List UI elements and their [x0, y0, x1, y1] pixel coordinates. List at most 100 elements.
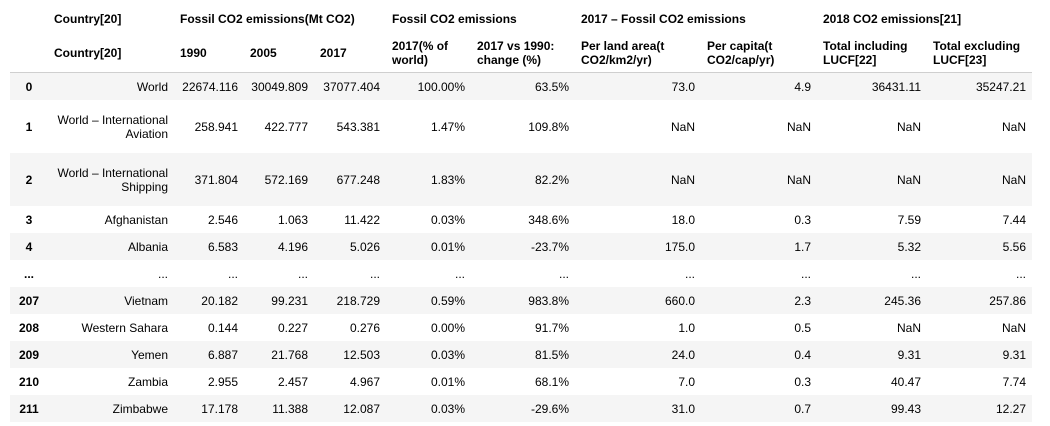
cell-excl-lucf: 7.74 [1002, 374, 1026, 389]
cell-change: 82.2% [534, 172, 569, 187]
row-index: 1 [25, 119, 33, 134]
cell-change: 81.5% [534, 347, 569, 362]
cell-2017: 11.422 [344, 212, 380, 227]
cell-2017: ... [369, 266, 380, 281]
cell-change: ... [558, 266, 569, 281]
table-body: 0 World 22674.116 30049.809 37077.404 10… [10, 72, 1032, 422]
cell-1990: 258.941 [194, 119, 238, 134]
cell-1990: 22674.116 [182, 79, 238, 94]
cell-pct-world: 100.00% [417, 79, 465, 94]
table-row: 2 World – International Shipping 371.804… [10, 153, 1032, 206]
cell-incl-lucf: 7.59 [897, 212, 921, 227]
cell-per-land: 73.0 [671, 79, 695, 94]
cell-change: 109.8% [528, 119, 569, 134]
country-subheader: Country[20] [48, 34, 174, 73]
row-index: 210 [18, 374, 40, 389]
cell-2005: 21.768 [271, 347, 308, 362]
cell-change: 348.6% [528, 212, 569, 227]
cell-incl-lucf: ... [910, 266, 921, 281]
index-header [10, 4, 48, 34]
cell-per-capita: 0.3 [794, 374, 811, 389]
country-cell: Zimbabwe [112, 401, 168, 416]
col-per-capita: Per capita(t CO2/cap/yr) [701, 34, 817, 73]
country-cell: ... [157, 266, 168, 281]
country-cell: Zambia [127, 374, 168, 389]
cell-pct-world: ... [454, 266, 465, 281]
cell-2017: 4.967 [349, 374, 380, 389]
cell-2005: 0.227 [277, 320, 308, 335]
cell-per-capita: NaN [786, 172, 811, 187]
cell-2017: 677.248 [336, 172, 380, 187]
cell-change: 91.7% [534, 320, 569, 335]
table-row: 3 Afghanistan 2.546 1.063 11.422 0.03% 3… [10, 206, 1032, 233]
table-row: 208 Western Sahara 0.144 0.227 0.276 0.0… [10, 314, 1032, 341]
cell-2005: 30049.809 [251, 79, 308, 94]
cell-per-capita: 0.5 [794, 320, 811, 335]
col-2017: 2017 [314, 34, 386, 73]
cell-2005: 4.196 [277, 239, 308, 254]
table-row: 0 World 22674.116 30049.809 37077.404 10… [10, 72, 1032, 100]
cell-incl-lucf: 245.36 [884, 293, 921, 308]
cell-2017: 5.026 [349, 239, 380, 254]
country-cell: Vietnam [124, 293, 168, 308]
cell-2005: 572.169 [264, 172, 308, 187]
cell-excl-lucf: 12.27 [995, 401, 1026, 416]
cell-per-land: ... [684, 266, 695, 281]
table-row: 4 Albania 6.583 4.196 5.026 0.01% -23.7%… [10, 233, 1032, 260]
cell-per-land: 1.0 [678, 320, 695, 335]
table-row: 1 World – International Aviation 258.941… [10, 100, 1032, 153]
cell-1990: 6.583 [207, 239, 238, 254]
cell-per-capita: NaN [786, 119, 811, 134]
country-header-top: Country[20] [54, 12, 122, 26]
cell-pct-world: 0.03% [430, 401, 465, 416]
cell-excl-lucf: 257.86 [989, 293, 1026, 308]
fossil-2017-header: 2017 – Fossil CO2 emissions [581, 12, 746, 26]
cell-change: 68.1% [534, 374, 569, 389]
cell-change: -29.6% [530, 401, 569, 416]
cell-per-land: 660.0 [664, 293, 695, 308]
cell-per-capita: 4.9 [794, 79, 811, 94]
col-incl-lucf: Total including LUCF[22] [817, 34, 927, 73]
col-1990: 1990 [174, 34, 244, 73]
table-row: 211 Zimbabwe 17.178 11.388 12.087 0.03% … [10, 395, 1032, 422]
cell-excl-lucf: NaN [1001, 172, 1026, 187]
row-index: 211 [19, 401, 39, 416]
cell-1990: 2.955 [207, 374, 238, 389]
cell-2005: 99.231 [271, 293, 308, 308]
header-row-top: Country[20] Fossil CO2 emissions(Mt CO2)… [10, 4, 1032, 34]
index-subheader [10, 34, 48, 73]
cell-incl-lucf: 99.43 [890, 401, 921, 416]
cell-1990: 20.182 [201, 293, 238, 308]
cell-change: -23.7% [530, 239, 569, 254]
row-index: ... [23, 266, 34, 281]
fossil-mt-header: Fossil CO2 emissions(Mt CO2) [180, 12, 355, 26]
cell-incl-lucf: 40.47 [890, 374, 921, 389]
row-index: 2 [25, 172, 33, 187]
cell-1990: 6.887 [207, 347, 238, 362]
cell-incl-lucf: 36431.11 [871, 79, 921, 94]
cell-1990: 2.546 [207, 212, 238, 227]
header-row-sub: Country[20] 1990 2005 2017 2017(% of wor… [10, 34, 1032, 73]
cell-2017: 0.276 [349, 320, 380, 335]
cell-per-land: NaN [670, 172, 695, 187]
cell-per-capita: ... [800, 266, 811, 281]
col-excl-lucf: Total excluding LUCF[23] [927, 34, 1032, 73]
col-2005: 2005 [244, 34, 314, 73]
emissions-table: Country[20] Fossil CO2 emissions(Mt CO2)… [10, 4, 1032, 422]
country-cell: World – International Aviation [57, 112, 168, 141]
row-index: 207 [18, 293, 40, 308]
cell-per-capita: 0.4 [794, 347, 811, 362]
row-index: 4 [25, 239, 33, 254]
cell-1990: 17.178 [201, 401, 238, 416]
cell-per-capita: 2.3 [794, 293, 811, 308]
country-cell: Albania [127, 239, 168, 254]
cell-2017: 543.381 [336, 119, 380, 134]
cell-excl-lucf: 5.56 [1002, 239, 1026, 254]
cell-per-land: 18.0 [671, 212, 695, 227]
table-row: 209 Yemen 6.887 21.768 12.503 0.03% 81.5… [10, 341, 1032, 368]
cell-2017: 37077.404 [323, 79, 380, 94]
cell-excl-lucf: NaN [1001, 320, 1026, 335]
country-cell: Western Sahara [81, 320, 169, 335]
cell-incl-lucf: 5.32 [897, 239, 921, 254]
